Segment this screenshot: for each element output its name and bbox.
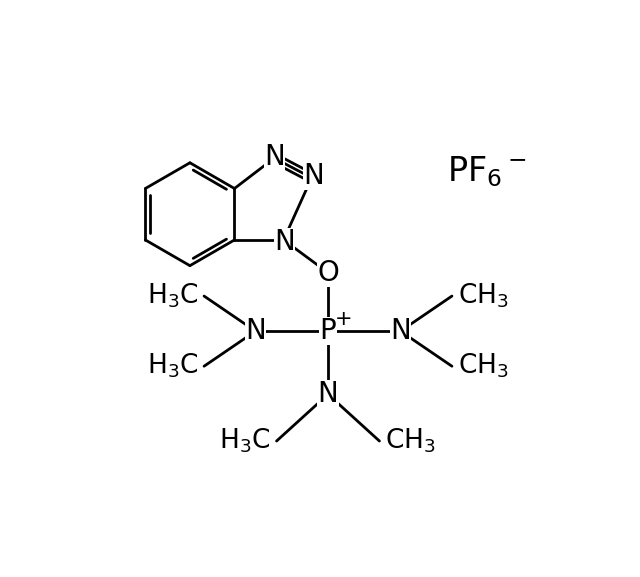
Text: $\mathregular{CH_3}$: $\mathregular{CH_3}$ [458,282,508,310]
Text: O: O [317,258,339,287]
Text: $\mathregular{H_3C}$: $\mathregular{H_3C}$ [147,352,198,380]
Text: $\mathregular{H_3C}$: $\mathregular{H_3C}$ [220,427,271,455]
Text: N: N [303,162,324,190]
Text: P: P [319,317,337,345]
Text: $\mathregular{CH_3}$: $\mathregular{CH_3}$ [385,427,436,455]
Text: $\mathregular{CH_3}$: $\mathregular{CH_3}$ [458,352,508,380]
Text: $\mathregular{H_3C}$: $\mathregular{H_3C}$ [147,282,198,310]
Text: N: N [390,317,411,345]
Text: N: N [317,380,339,409]
Text: N: N [264,143,285,171]
Text: N: N [245,317,266,345]
Text: $\mathregular{PF_6}$$^-$: $\mathregular{PF_6}$$^-$ [447,155,527,189]
Text: +: + [335,309,352,329]
Text: N: N [274,228,295,256]
